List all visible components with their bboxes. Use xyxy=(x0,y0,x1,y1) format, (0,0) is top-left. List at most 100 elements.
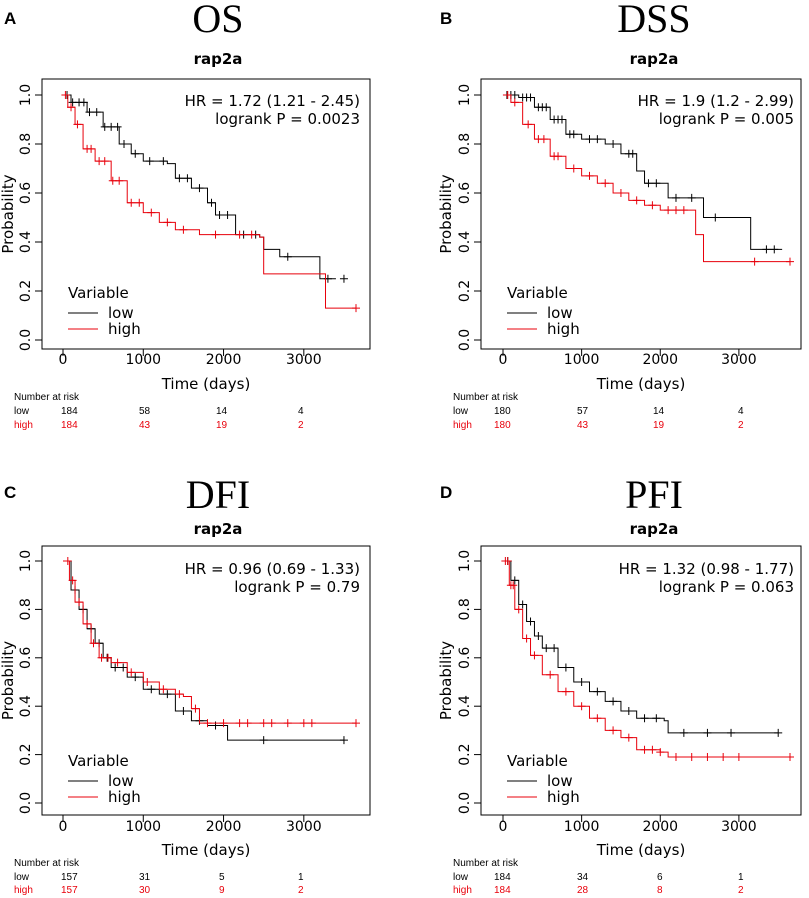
risk-label-high-b: high xyxy=(453,420,472,431)
censor-mark-high-b-10 xyxy=(616,189,625,197)
x-tick-label-d-2: 2000 xyxy=(642,819,678,835)
logrank-p-c: logrank P = 0.79 xyxy=(234,578,360,596)
y-tick-label-d-1: 0.2 xyxy=(457,743,473,765)
y-tick-label-c-1: 0.2 xyxy=(18,743,34,765)
legend-label-high-c: high xyxy=(108,788,141,806)
censor-mark-low-b-19 xyxy=(644,179,653,188)
censor-mark-low-b-2 xyxy=(510,91,519,99)
censor-mark-low-a-12 xyxy=(159,157,168,166)
censor-mark-high-c-6 xyxy=(103,653,112,662)
censor-mark-high-a-6 xyxy=(100,157,109,166)
legend-label-low-c: low xyxy=(108,772,134,790)
censor-mark-high-c-15 xyxy=(235,719,244,728)
panel-title-b: DSS xyxy=(617,0,690,41)
censor-mark-high-b-4 xyxy=(539,135,548,144)
y-tick-label-d-0: 0.0 xyxy=(457,792,473,814)
legend-label-high-d: high xyxy=(547,788,580,806)
censor-mark-high-c-10 xyxy=(159,685,168,694)
censor-mark-high-d-14 xyxy=(648,745,657,754)
censor-mark-high-b-12 xyxy=(648,201,657,210)
censor-mark-high-d-10 xyxy=(593,714,602,723)
censor-mark-low-b-15 xyxy=(593,135,602,144)
censor-mark-low-d-9 xyxy=(593,687,602,696)
panel-letter-a: A xyxy=(4,9,16,28)
censor-mark-high-a-8 xyxy=(115,176,124,185)
censor-mark-low-a-9 xyxy=(120,140,129,148)
panel-b: B DSS rap2a HR = 1.9 (1.2 - 2.99) logran… xyxy=(440,0,794,431)
x-tick-label-b-3: 3000 xyxy=(721,352,757,368)
censor-mark-low-d-15 xyxy=(703,728,712,737)
y-tick-label-c-0: 0.0 xyxy=(18,792,34,814)
censor-mark-high-b-6 xyxy=(554,152,563,161)
panel-c: C DFI rap2a HR = 0.96 (0.69 - 1.33) logr… xyxy=(4,472,360,896)
hazard-ratio-b: HR = 1.9 (1.2 - 2.99) xyxy=(638,92,794,110)
panel-d: D PFI rap2a HR = 1.32 (0.98 - 1.77) logr… xyxy=(440,472,794,896)
plot-frame-d xyxy=(480,545,802,816)
risk-label-high-c: high xyxy=(14,885,33,896)
y-tick-label-c-2: 0.4 xyxy=(18,695,34,717)
censor-mark-low-c-8 xyxy=(147,685,156,694)
censor-mark-high-b-17 xyxy=(786,257,794,266)
y-tick-label-b-4: 0.8 xyxy=(457,133,473,155)
censor-mark-high-d-1 xyxy=(503,557,512,565)
censor-mark-low-b-14 xyxy=(585,135,594,144)
censor-mark-high-a-4 xyxy=(87,144,96,153)
risk-count-low-c-3000: 1 xyxy=(298,872,304,883)
gene-label-b: rap2a xyxy=(630,50,679,68)
risk-count-low-a-2000: 14 xyxy=(216,406,228,417)
censor-mark-high-d-15 xyxy=(656,748,665,757)
x-tick-label-d-0: 0 xyxy=(499,819,508,835)
censor-mark-low-b-21 xyxy=(671,193,680,202)
censor-mark-high-b-9 xyxy=(601,179,610,188)
hazard-ratio-a: HR = 1.72 (1.21 - 2.45) xyxy=(185,92,360,110)
logrank-p-a: logrank P = 0.0023 xyxy=(215,110,360,128)
censor-mark-high-b-14 xyxy=(671,206,680,215)
censor-mark-high-c-8 xyxy=(127,668,136,677)
censor-mark-high-c-12 xyxy=(191,704,200,713)
censor-mark-high-d-16 xyxy=(671,753,680,762)
panel-title-a: OS xyxy=(192,0,243,41)
plot-frame-b xyxy=(480,78,802,350)
y-tick-label-b-3: 0.6 xyxy=(457,182,473,204)
legend-label-high-b: high xyxy=(547,320,580,338)
panel-title-d: PFI xyxy=(625,472,683,517)
risk-count-high-d-3000: 2 xyxy=(738,885,744,896)
y-tick-label-d-3: 0.6 xyxy=(457,647,473,669)
censor-mark-high-d-12 xyxy=(624,733,633,742)
censor-mark-high-c-3 xyxy=(83,619,92,628)
risk-count-high-b-2000: 19 xyxy=(653,420,665,431)
censor-mark-low-d-1 xyxy=(510,576,519,585)
censor-mark-low-c-10 xyxy=(179,707,188,716)
risk-count-low-c-1000: 31 xyxy=(139,872,151,883)
censor-mark-low-d-6 xyxy=(550,644,559,653)
censor-mark-low-d-17 xyxy=(774,728,783,737)
y-tick-label-a-3: 0.6 xyxy=(18,182,34,204)
censor-mark-high-c-0 xyxy=(63,557,72,565)
risk-count-high-b-3000: 2 xyxy=(738,420,744,431)
censor-mark-low-d-4 xyxy=(534,632,543,641)
risk-label-low-c: low xyxy=(14,872,30,883)
risk-label-low-b: low xyxy=(453,406,469,417)
censor-mark-high-c-13 xyxy=(203,719,212,728)
y-tick-label-a-5: 1.0 xyxy=(18,84,34,106)
logrank-p-b: logrank P = 0.005 xyxy=(659,110,794,128)
censor-mark-high-a-14 xyxy=(211,230,220,239)
y-axis-label-d: Probability xyxy=(437,641,455,720)
y-tick-label-c-5: 1.0 xyxy=(18,550,34,572)
censor-mark-low-b-5 xyxy=(526,93,535,102)
y-axis-label-a: Probability xyxy=(0,174,17,253)
x-axis-label-d: Time (days) xyxy=(596,841,686,859)
gene-label-c: rap2a xyxy=(194,520,243,538)
censor-mark-high-b-13 xyxy=(664,206,673,215)
panel-letter-b: B xyxy=(440,9,452,28)
risk-count-high-a-2000: 19 xyxy=(216,420,228,431)
x-axis-label-a: Time (days) xyxy=(161,375,251,393)
risk-count-low-d-0: 184 xyxy=(494,872,511,883)
censor-mark-high-d-9 xyxy=(577,702,586,711)
censor-mark-high-c-7 xyxy=(113,658,122,667)
censor-mark-low-d-8 xyxy=(577,678,586,686)
plot-areas: 0.00.20.40.60.81.00 1000 2000 3000Probabili… xyxy=(0,78,802,859)
censor-mark-high-d-17 xyxy=(687,753,696,762)
censor-mark-low-a-3 xyxy=(79,98,88,107)
risk-label-high-a: high xyxy=(14,420,33,431)
